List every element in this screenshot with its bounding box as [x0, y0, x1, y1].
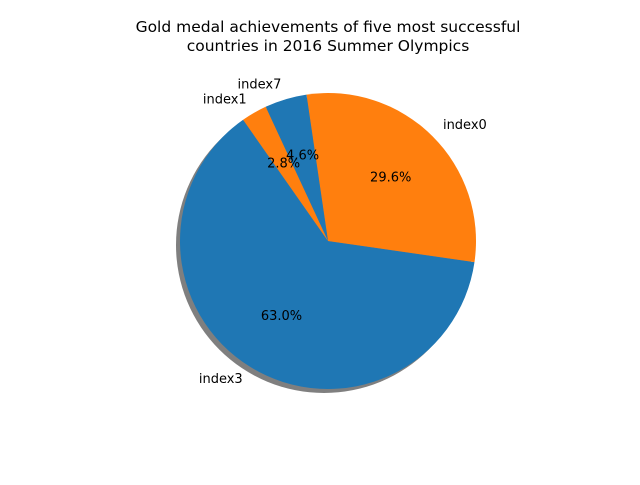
slice-label-index1: index1 [203, 92, 247, 107]
slice-percent-index7: 4.6% [286, 148, 319, 163]
slice-label-index7: index7 [238, 78, 282, 93]
slice-percent-index0: 29.6% [370, 171, 411, 186]
chart-title-line-1: Gold medal achievements of five most suc… [136, 18, 521, 36]
pie-slice-index3 [179, 119, 475, 389]
pie-slice-index1 [243, 106, 328, 242]
slice-percent-index1: 2.8% [267, 157, 300, 172]
slice-percent-index3: 63.0% [261, 309, 302, 324]
chart-title-line-2: countries in 2016 Summer Olympics [187, 37, 470, 55]
pie-labels: index3 63.0% index0 29.6% index7 4.6% index1 2.… [199, 78, 487, 388]
slice-label-index0: index0 [443, 118, 487, 133]
pie-slice-index7 [265, 94, 328, 242]
pie-slice-index0 [306, 92, 476, 263]
slice-label-index3: index3 [199, 372, 243, 387]
pie-slices [179, 92, 476, 389]
